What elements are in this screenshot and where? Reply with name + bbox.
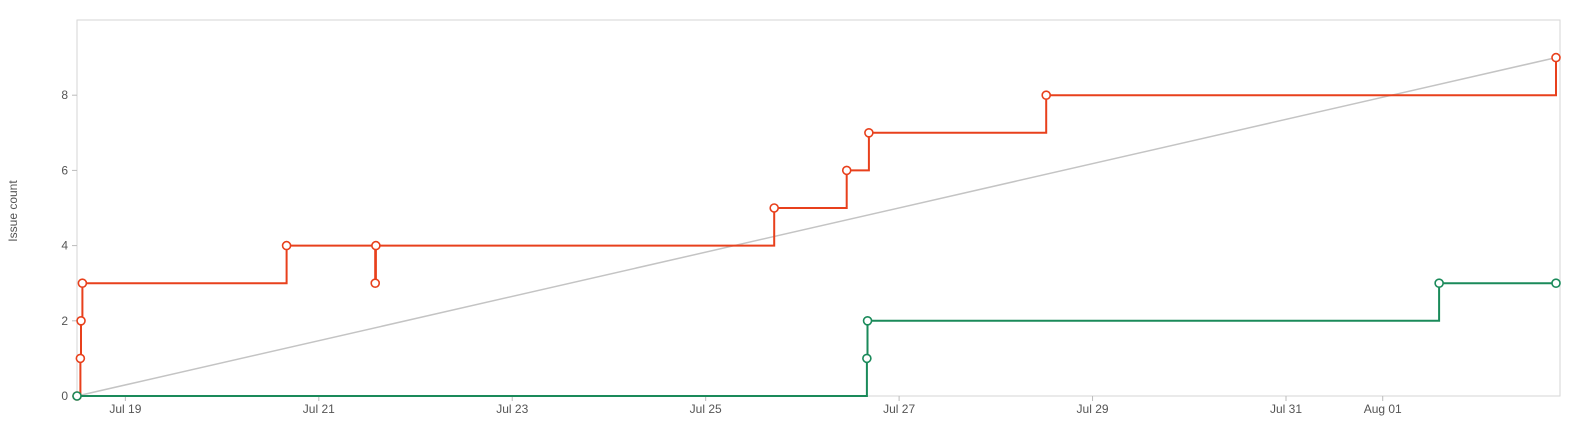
x-tick-label: Jul 21: [303, 402, 335, 416]
series-point: [72, 391, 82, 401]
series-point: [1041, 90, 1052, 100]
y-tick-label: 8: [61, 88, 68, 102]
series-point: [1434, 278, 1444, 289]
series-point: [1551, 278, 1561, 289]
series-point: [371, 240, 381, 251]
x-tick-label: Jul 23: [496, 402, 528, 416]
y-axis-title: Issue count: [6, 180, 20, 242]
series-point: [862, 353, 872, 364]
series-point: [1551, 52, 1561, 63]
series-point: [370, 278, 381, 289]
x-tick-label: Jul 25: [690, 402, 722, 416]
x-tick-label: Jul 31: [1270, 402, 1302, 416]
series-point: [841, 165, 852, 176]
series-point: [862, 315, 873, 326]
series-point: [77, 278, 88, 289]
y-tick-label: 2: [61, 314, 68, 328]
series-point: [75, 353, 86, 364]
x-tick-label: Jul 29: [1077, 402, 1109, 416]
series-point: [769, 203, 779, 213]
y-tick-label: 4: [61, 239, 68, 253]
x-tick-label: Jul 19: [109, 402, 141, 416]
series-point: [864, 128, 874, 138]
series-point: [281, 240, 292, 251]
series-line: [77, 282, 1556, 397]
y-tick-label: 0: [61, 389, 68, 403]
x-tick-label: Jul 27: [883, 402, 915, 416]
trend-line: [76, 56, 1557, 397]
series-point: [76, 315, 86, 326]
x-tick-label: Aug 01: [1364, 402, 1402, 416]
y-tick-label: 6: [61, 163, 68, 177]
